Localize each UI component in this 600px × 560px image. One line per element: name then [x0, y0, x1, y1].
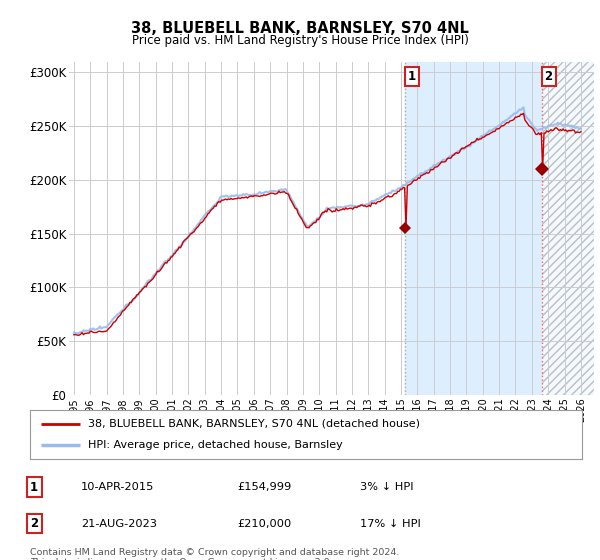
- Text: 3% ↓ HPI: 3% ↓ HPI: [360, 482, 413, 492]
- Text: 2: 2: [30, 517, 38, 530]
- Text: 10-APR-2015: 10-APR-2015: [81, 482, 154, 492]
- Text: 21-AUG-2023: 21-AUG-2023: [81, 519, 157, 529]
- Bar: [542, 62, 594, 395]
- Text: 2: 2: [545, 70, 553, 83]
- Text: Price paid vs. HM Land Registry's House Price Index (HPI): Price paid vs. HM Land Registry's House …: [131, 34, 469, 46]
- Text: 17% ↓ HPI: 17% ↓ HPI: [360, 519, 421, 529]
- Text: £154,999: £154,999: [237, 482, 291, 492]
- Bar: [542, 62, 594, 395]
- Text: 1: 1: [30, 480, 38, 494]
- Text: HPI: Average price, detached house, Barnsley: HPI: Average price, detached house, Barn…: [88, 440, 343, 450]
- Text: 38, BLUEBELL BANK, BARNSLEY, S70 4NL: 38, BLUEBELL BANK, BARNSLEY, S70 4NL: [131, 21, 469, 36]
- Text: 38, BLUEBELL BANK, BARNSLEY, S70 4NL (detached house): 38, BLUEBELL BANK, BARNSLEY, S70 4NL (de…: [88, 419, 420, 429]
- Text: Contains HM Land Registry data © Crown copyright and database right 2024.
This d: Contains HM Land Registry data © Crown c…: [30, 548, 400, 560]
- Bar: [406, 62, 542, 395]
- Text: 1: 1: [408, 70, 416, 83]
- Text: £210,000: £210,000: [237, 519, 291, 529]
